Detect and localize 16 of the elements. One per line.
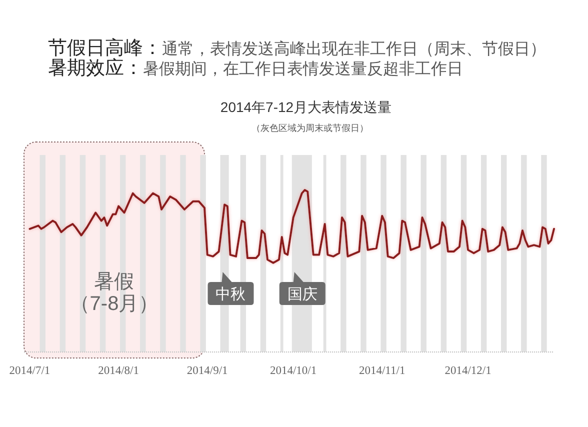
title: 2014年7-12月大表情发送量 — [220, 99, 392, 115]
x-tick-label: 2014/10/1 — [270, 365, 317, 377]
headline: 暑期效应： — [48, 58, 143, 79]
x-tick-label: 2014/8/1 — [98, 365, 139, 377]
x-tick-label: 2014/7/1 — [9, 365, 50, 377]
band-label: 暑假 — [94, 271, 134, 293]
x-tick-label: 2014/9/1 — [186, 365, 228, 377]
x-tick-label: 2014/12/1 — [444, 365, 492, 377]
x-tick-label: 2014/11/1 — [359, 365, 406, 377]
headline: 通常，表情发送高峰出现在非工作日（周末、节假日） — [162, 41, 546, 58]
subtitle: （灰色区域为周末或节假日） — [252, 123, 368, 133]
headline: 暑假期间，在工作日表情发送量反超非工作日 — [143, 61, 463, 78]
callout-label: 中秋 — [216, 286, 246, 303]
headline: 节假日高峰： — [48, 38, 162, 59]
band-label: （7-8月） — [70, 293, 159, 315]
callout-label: 国庆 — [287, 286, 318, 303]
